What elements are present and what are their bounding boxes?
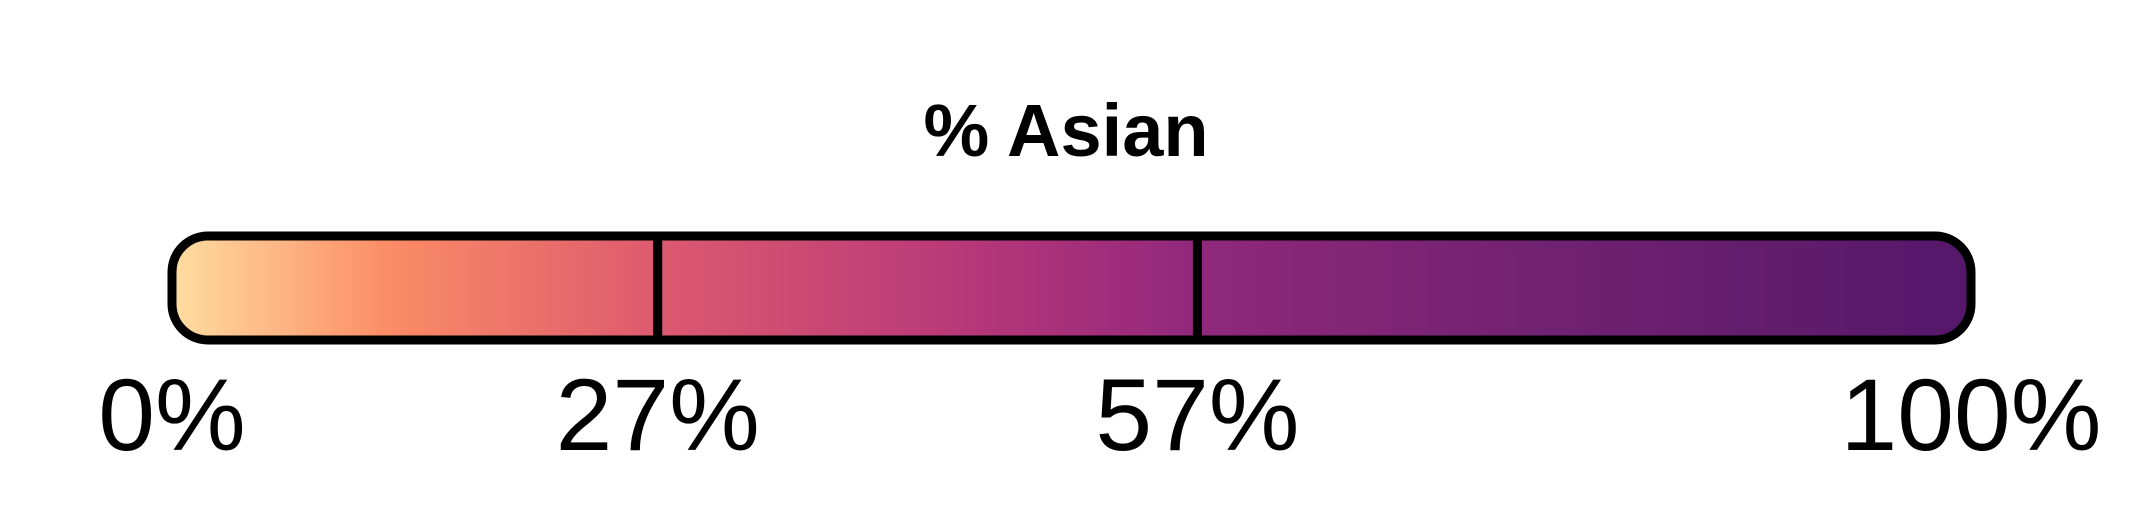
divider-group: [653, 236, 1202, 340]
tick-label-27: 27%: [556, 358, 760, 472]
tick-labels: 0% 27% 57% 100%: [98, 358, 2101, 472]
tick-label-57: 57%: [1095, 358, 1299, 472]
gradient-bar: [172, 236, 1971, 340]
legend-title: % Asian: [923, 89, 1208, 172]
bar-border: [167, 231, 1976, 345]
tick-label-100: 100%: [1841, 358, 2102, 472]
tick-label-0: 0%: [98, 358, 245, 472]
